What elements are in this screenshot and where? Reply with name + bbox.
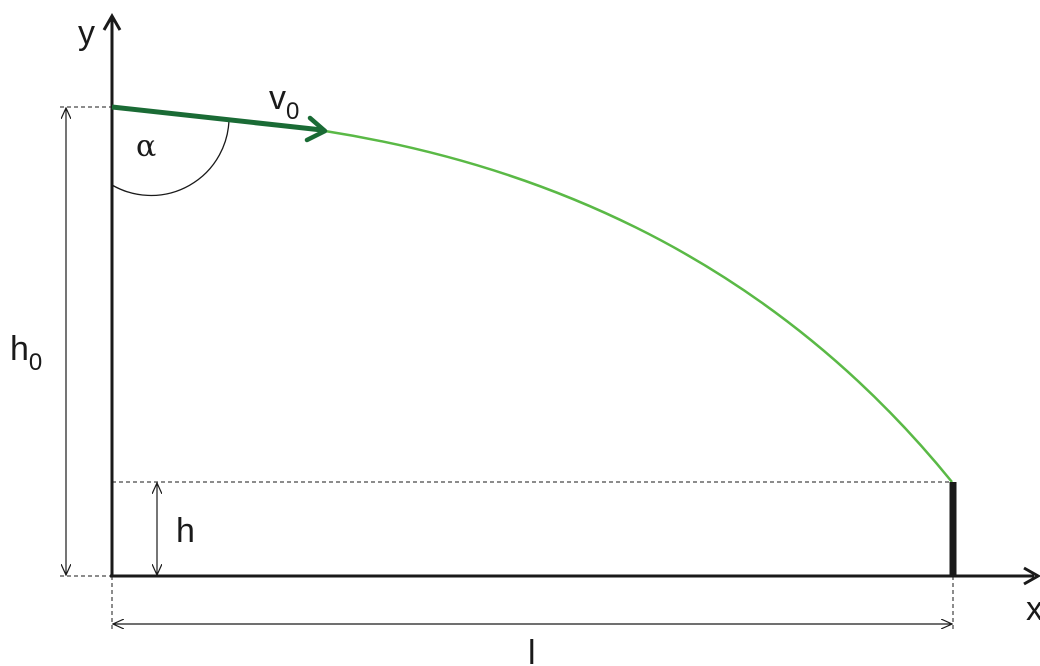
- y-axis-label: y: [78, 14, 95, 52]
- target-height-label: h: [176, 512, 195, 550]
- velocity-label-main: v: [269, 79, 286, 117]
- angle-arc: [111, 118, 230, 197]
- velocity-label: v0: [269, 79, 299, 125]
- initial-height-label: h0: [10, 330, 42, 376]
- angle-label: α: [136, 129, 156, 164]
- velocity-label-subscript: 0: [286, 98, 299, 125]
- velocity-vector: [111, 104, 323, 133]
- trajectory-curve: [324, 129, 953, 483]
- initial-height-label-subscript: 0: [29, 349, 42, 376]
- velocity-vector-arrowhead: [304, 115, 328, 143]
- y-axis-arrowhead: [102, 12, 122, 31]
- x-axis-label: x: [1026, 590, 1040, 628]
- x-axis-arrowhead: [1023, 566, 1040, 586]
- distance-label: l: [528, 634, 536, 666]
- initial-height-label-main: h: [10, 330, 29, 368]
